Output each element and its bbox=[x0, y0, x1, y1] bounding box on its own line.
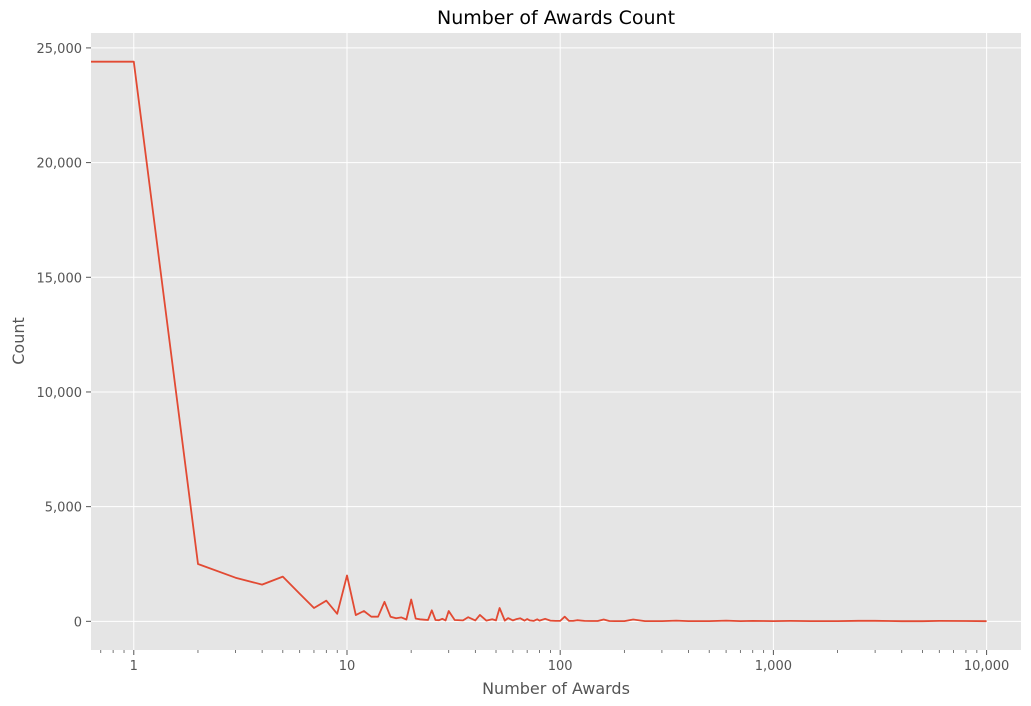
series-line bbox=[91, 60, 987, 623]
y-axis-ticks: 0 5,000 10,000 15,000 20,000 25,000 bbox=[37, 42, 91, 630]
y-axis-label: Count bbox=[9, 317, 28, 365]
chart-title: Number of Awards Count bbox=[437, 7, 675, 29]
x-axis-ticks: 1 10 100 1,000 10,000 bbox=[130, 650, 1010, 674]
plot-background bbox=[91, 33, 1021, 650]
x-tick-label: 10,000 bbox=[964, 659, 1010, 674]
x-axis-minor-ticks bbox=[100, 650, 978, 653]
x-tick-label: 100 bbox=[548, 659, 573, 674]
x-tick-label: 10 bbox=[339, 659, 356, 674]
y-tick-label: 0 bbox=[74, 615, 82, 630]
y-tick-label: 20,000 bbox=[37, 157, 83, 172]
y-tick-label: 5,000 bbox=[45, 501, 82, 516]
y-tick-label: 15,000 bbox=[37, 271, 83, 286]
x-tick-label: 1 bbox=[130, 659, 138, 674]
x-axis-label: Number of Awards bbox=[482, 679, 630, 698]
grid-lines bbox=[91, 33, 1021, 650]
x-tick-label: 1,000 bbox=[755, 659, 792, 674]
y-tick-label: 25,000 bbox=[37, 42, 83, 57]
y-tick-label: 10,000 bbox=[37, 386, 83, 401]
